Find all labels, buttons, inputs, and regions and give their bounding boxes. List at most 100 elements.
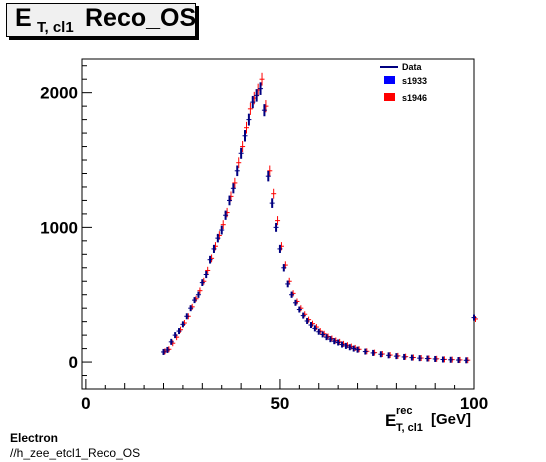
data-point — [192, 297, 198, 304]
data-point — [351, 345, 357, 352]
data-point — [312, 325, 318, 332]
x-axis-title-unit: [GeV] — [431, 411, 471, 428]
chart-title: E T, cl1 Reco_OS — [6, 3, 196, 37]
data-point — [199, 279, 205, 286]
data-point — [180, 321, 186, 328]
footer-line2: //h_zee_etcl1_Reco_OS — [10, 446, 141, 460]
data-point — [250, 95, 256, 109]
data-point — [347, 344, 353, 351]
data-point — [335, 339, 341, 346]
data-point — [355, 346, 361, 353]
data-point — [339, 341, 345, 348]
s1946-point — [220, 220, 226, 230]
data-point — [195, 291, 201, 298]
y-tick-labels: 0 1000 2000 — [40, 84, 78, 372]
data-point — [320, 331, 326, 338]
data-point — [273, 222, 279, 232]
data-point — [296, 306, 302, 313]
data-point — [463, 357, 469, 364]
data-point — [176, 328, 182, 335]
y-tick-label: 2000 — [40, 84, 78, 103]
x-tick-labels: 0 50 100 — [81, 394, 488, 413]
data-point — [409, 354, 415, 361]
legend-label-s1933: s1933 — [402, 76, 427, 86]
legend-s1946-box — [384, 93, 395, 101]
plot-frame — [81, 58, 475, 390]
s1946-point — [247, 102, 253, 115]
s1946-point — [232, 177, 238, 189]
s1946-point — [271, 188, 277, 199]
data-point — [219, 225, 225, 235]
data-point — [316, 328, 322, 335]
axis-ticks — [82, 65, 475, 390]
s1946-point — [197, 287, 203, 294]
legend-label-data: Data — [402, 62, 423, 72]
title-main: E — [15, 4, 32, 32]
data-point — [401, 353, 407, 360]
s1946-point — [259, 72, 265, 86]
legend-s1933-box — [384, 76, 395, 84]
legend-label-s1946: s1946 — [402, 93, 427, 103]
title-rest: Reco_OS — [85, 4, 197, 32]
s1946-point — [205, 266, 211, 275]
x-axis-title-sub: T, cl1 — [396, 422, 423, 434]
data-point — [386, 352, 392, 359]
x-axis-title-main: E — [385, 411, 396, 430]
data-point — [161, 348, 167, 355]
x-axis-title-sup: rec — [396, 405, 413, 417]
data-point — [370, 349, 376, 356]
data-point — [188, 305, 194, 312]
data-point — [378, 351, 384, 358]
data-point — [261, 104, 267, 117]
data-point — [393, 353, 399, 360]
title-sub: T, cl1 — [37, 19, 74, 36]
y-tick-label: 1000 — [40, 218, 78, 237]
data-point — [164, 346, 170, 353]
data-point — [300, 312, 306, 319]
data-point — [324, 334, 330, 341]
data-point — [258, 82, 264, 95]
data-point — [226, 195, 232, 206]
data-point — [265, 170, 271, 182]
s1946-point — [240, 140, 246, 153]
data-point — [238, 147, 244, 159]
data-point — [304, 317, 310, 324]
data-point — [331, 338, 337, 345]
s1946-point — [244, 121, 250, 134]
x-tick-label: 50 — [270, 394, 289, 413]
x-axis-title: E — [385, 411, 396, 430]
data-point — [184, 313, 190, 320]
x-tick-label: 100 — [460, 394, 488, 413]
data-point — [308, 322, 314, 329]
y-tick-label: 0 — [69, 353, 78, 372]
s1946-point — [236, 157, 242, 169]
data-point — [285, 280, 291, 288]
data-point — [455, 357, 461, 364]
data-point — [424, 355, 430, 362]
x-tick-label: 0 — [81, 394, 90, 413]
data-point — [362, 348, 368, 355]
data-point — [269, 198, 275, 208]
data-point — [211, 244, 217, 253]
data-point — [234, 165, 240, 177]
data-point — [215, 233, 221, 243]
data-point — [292, 299, 298, 306]
data-point — [471, 314, 477, 321]
data-point — [281, 264, 287, 272]
s1946-point — [275, 216, 281, 226]
data-point — [289, 291, 295, 298]
data-point — [417, 355, 423, 362]
data-marks — [161, 72, 478, 364]
data-point — [207, 255, 213, 264]
data-point — [230, 183, 236, 194]
s1946-point — [267, 165, 273, 177]
legend: Data s1933 s1946 — [380, 62, 427, 103]
data-point — [440, 356, 446, 363]
footer-line1: Electron — [10, 431, 59, 445]
data-point — [254, 89, 260, 102]
data-point — [168, 338, 174, 345]
data-point — [448, 356, 454, 363]
data-point — [172, 332, 178, 339]
data-point — [203, 270, 209, 279]
